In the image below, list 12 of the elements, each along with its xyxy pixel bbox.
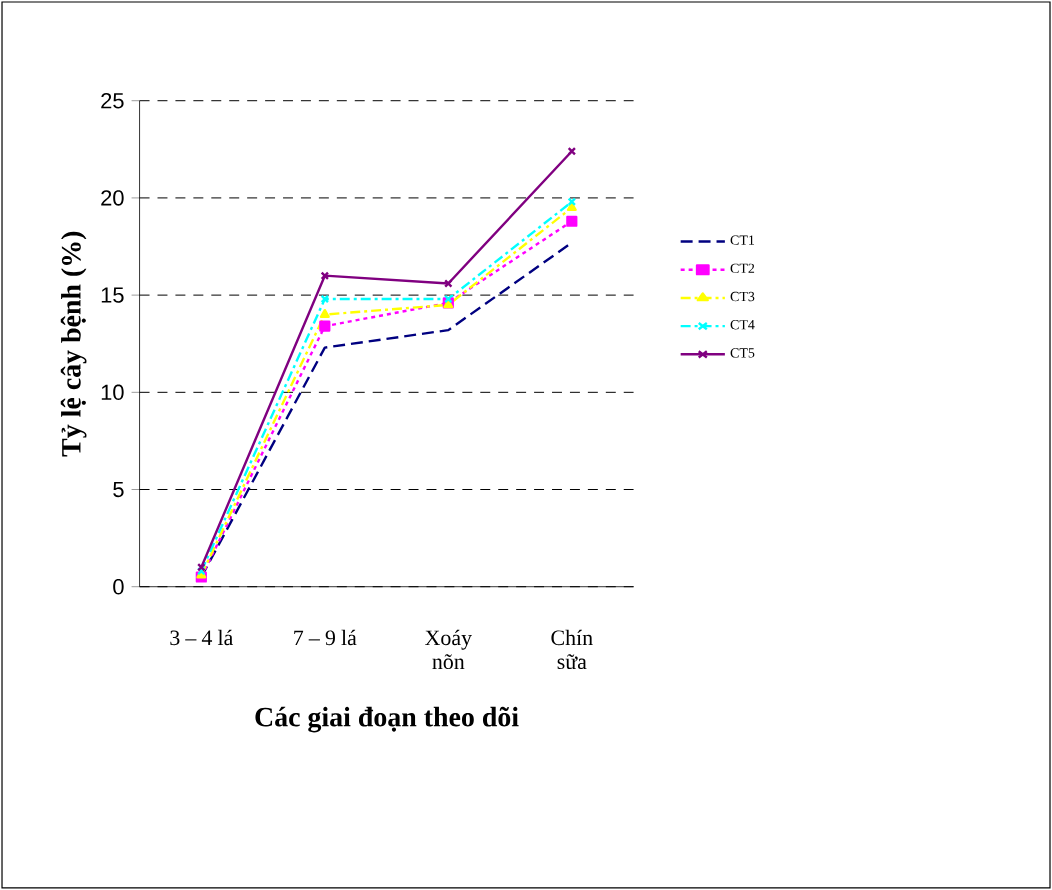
x-tick-label: 3 – 4 lá (170, 629, 234, 646)
x-axis-title: Các giai đoạn theo dõi (255, 706, 519, 733)
x-tick-label: Chín sữa (551, 629, 593, 670)
y-tick-label: 0 (113, 578, 124, 595)
y-tick-label: 5 (113, 481, 124, 498)
y-tick-label: 20 (101, 190, 124, 206)
y-tick-label: 10 (101, 384, 124, 401)
x-tick-label: Xoáy nõn (425, 629, 472, 670)
y-tick-label: 15 (101, 287, 124, 303)
y-tick-label: 25 (101, 92, 124, 109)
x-tick-label: 7 – 9 lá (294, 629, 357, 646)
y-axis-title: Tỷ lệ cây bệnh (%) (60, 231, 87, 457)
